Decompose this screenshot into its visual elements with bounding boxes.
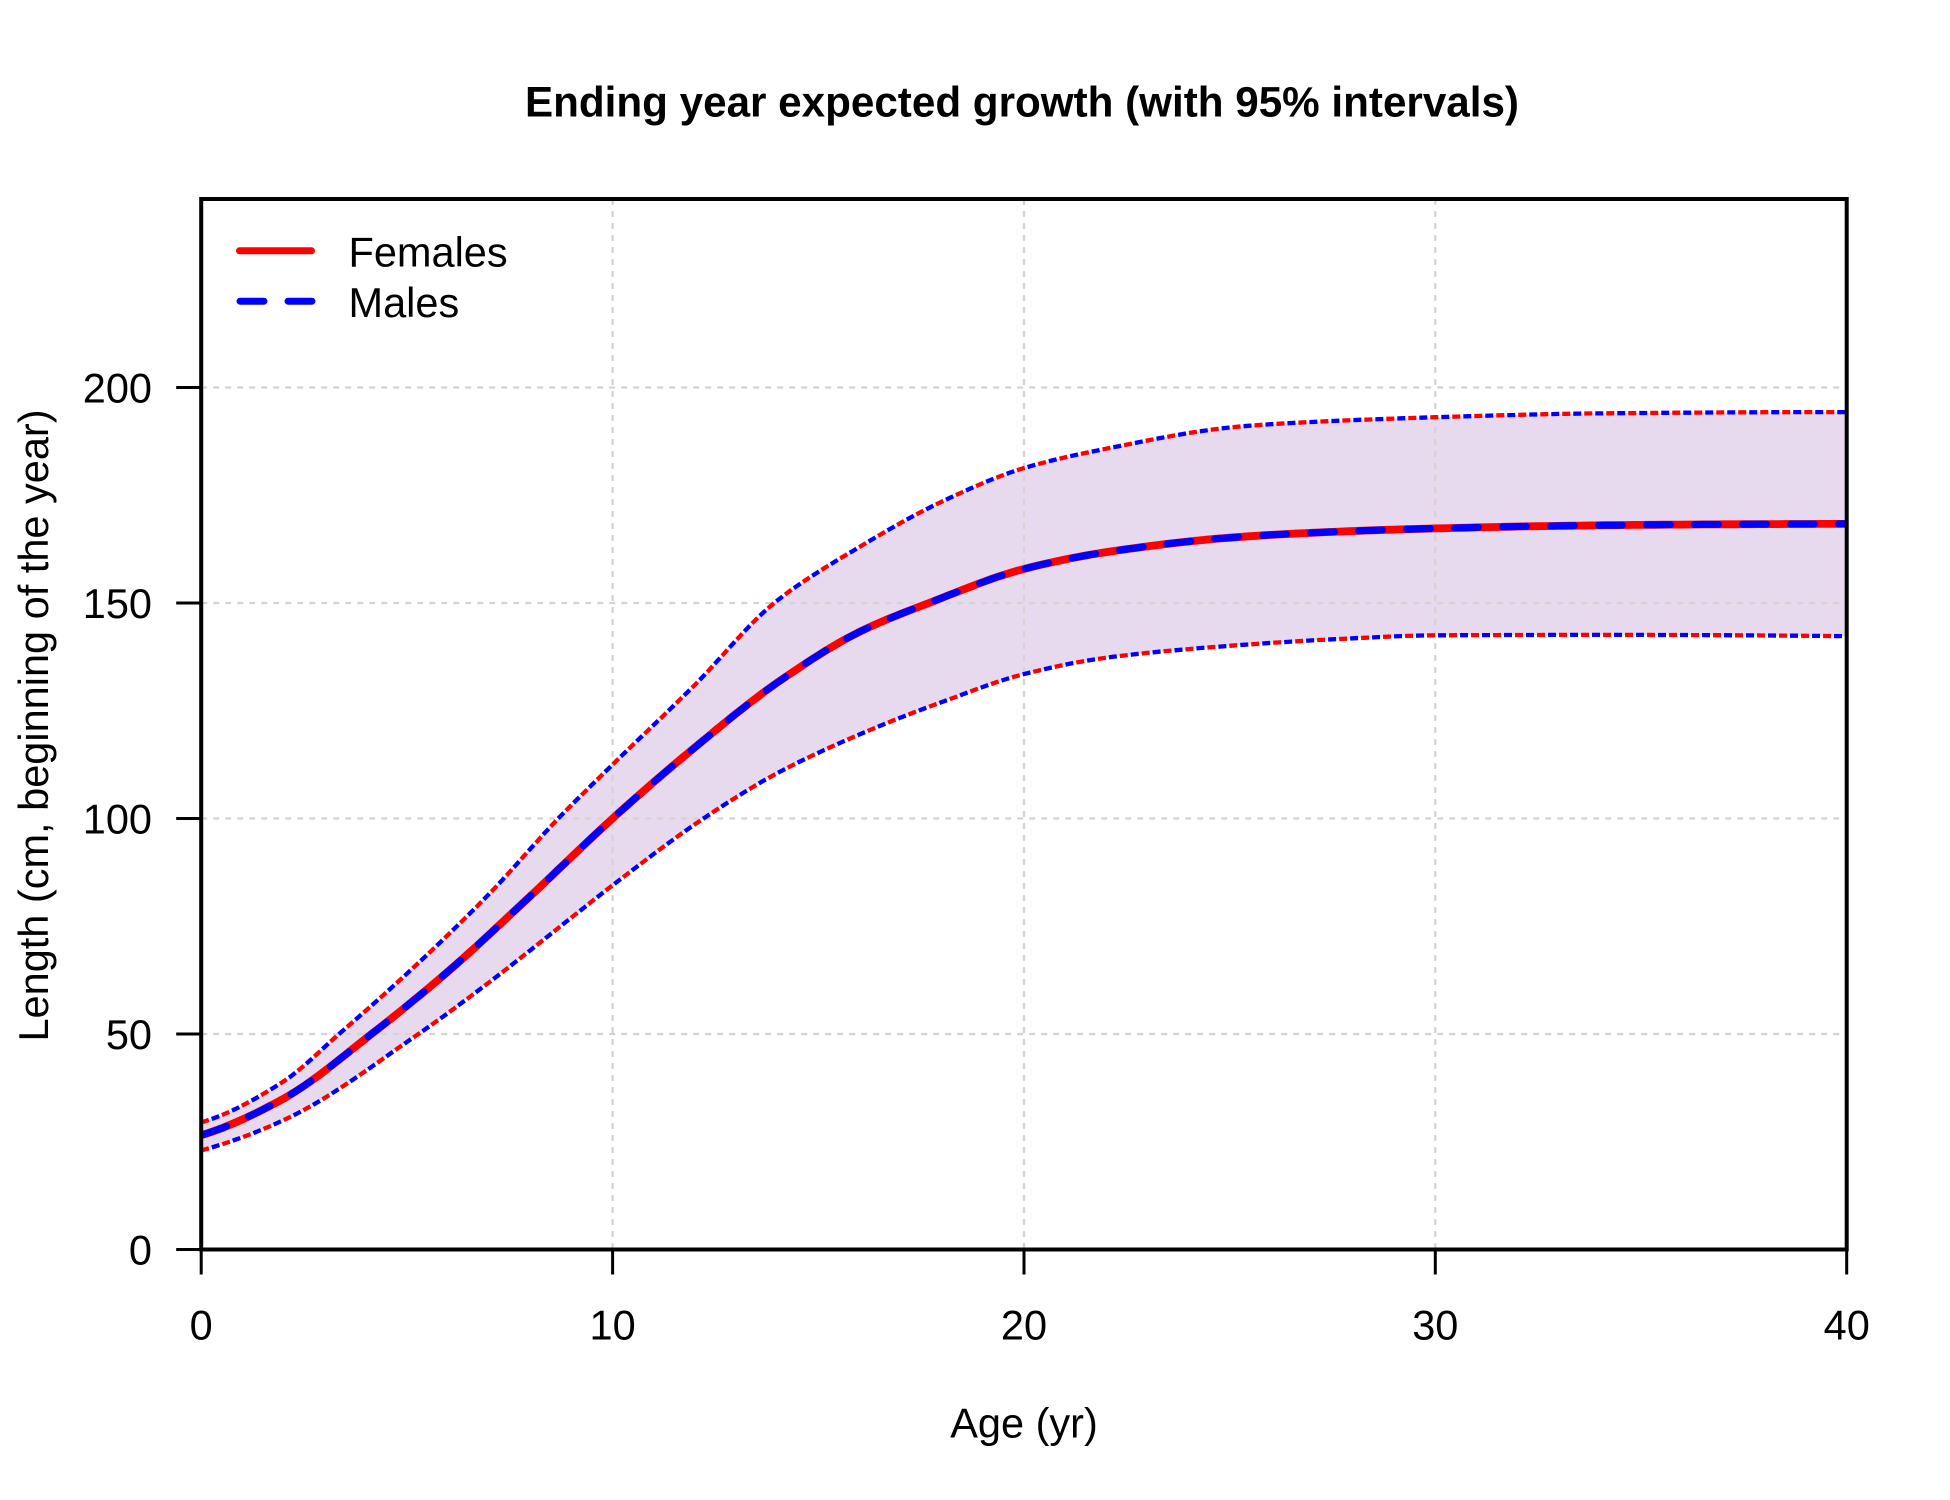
svg-text:Age (yr): Age (yr) — [950, 1400, 1098, 1447]
svg-text:Ending year expected growth (w: Ending year expected growth (with 95% in… — [525, 79, 1519, 126]
svg-text:100: 100 — [83, 796, 152, 843]
svg-text:30: 30 — [1412, 1302, 1458, 1349]
svg-text:Females: Females — [349, 229, 508, 276]
svg-text:0: 0 — [129, 1227, 152, 1274]
svg-text:150: 150 — [83, 580, 152, 627]
svg-text:Length (cm, beginning of the y: Length (cm, beginning of the year) — [10, 409, 57, 1041]
svg-text:0: 0 — [190, 1302, 213, 1349]
svg-text:Males: Males — [349, 279, 460, 326]
svg-text:20: 20 — [1001, 1302, 1047, 1349]
svg-text:200: 200 — [83, 365, 152, 412]
svg-text:10: 10 — [590, 1302, 636, 1349]
svg-text:40: 40 — [1824, 1302, 1870, 1349]
svg-text:50: 50 — [106, 1011, 152, 1058]
